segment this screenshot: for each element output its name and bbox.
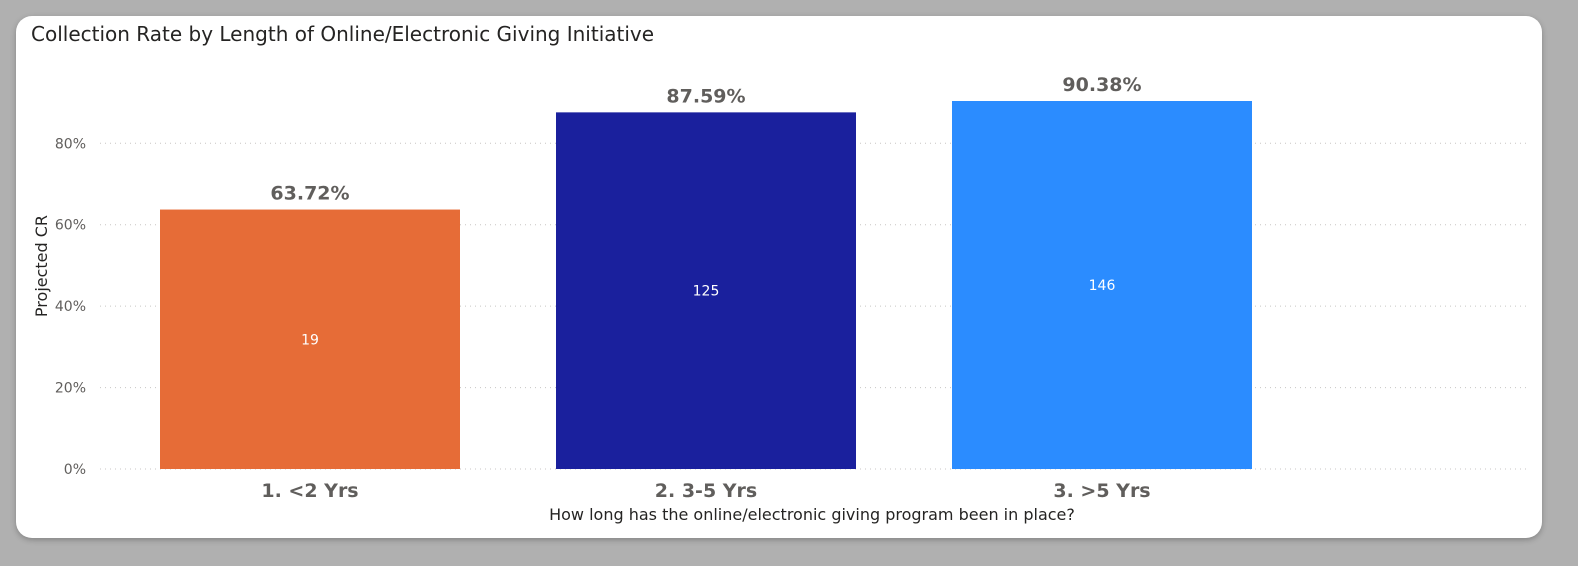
bar[interactable] [952,101,1252,469]
bar-chart: 0% 20% 40% 60% 80% 63.72% 19 87.59% 125 90.38% 14… [32,74,1526,524]
bar-value-label: 90.38% [1062,74,1141,96]
bar-count-label: 19 [301,332,319,348]
data-labels: 63.72% 19 87.59% 125 90.38% 146 [270,74,1141,348]
bar[interactable] [556,112,856,469]
y-tick-label: 60% [55,218,86,234]
x-category-label: 2. 3-5 Yrs [655,480,757,502]
bars [160,101,1252,469]
y-tick-label: 20% [55,381,86,397]
bar-count-label: 125 [693,284,720,300]
x-category-label: 1. <2 Yrs [261,480,358,502]
y-axis-ticks: 0% 20% 40% 60% 80% [55,136,86,478]
chart-title: Collection Rate by Length of Online/Elec… [31,22,655,46]
bar-count-label: 146 [1089,278,1116,294]
bar-value-label: 63.72% [270,183,349,205]
x-axis-categories: 1. <2 Yrs 2. 3-5 Yrs 3. >5 Yrs [261,480,1150,502]
chart-card: Collection Rate by Length of Online/Elec… [16,16,1542,538]
x-category-label: 3. >5 Yrs [1053,480,1150,502]
y-tick-label: 80% [55,136,86,152]
y-axis-title: Projected CR [32,215,51,317]
bar[interactable] [160,209,460,469]
x-axis-title: How long has the online/electronic givin… [549,505,1075,524]
y-tick-label: 40% [55,299,86,315]
bar-value-label: 87.59% [666,85,745,107]
y-tick-label: 0% [64,462,86,478]
